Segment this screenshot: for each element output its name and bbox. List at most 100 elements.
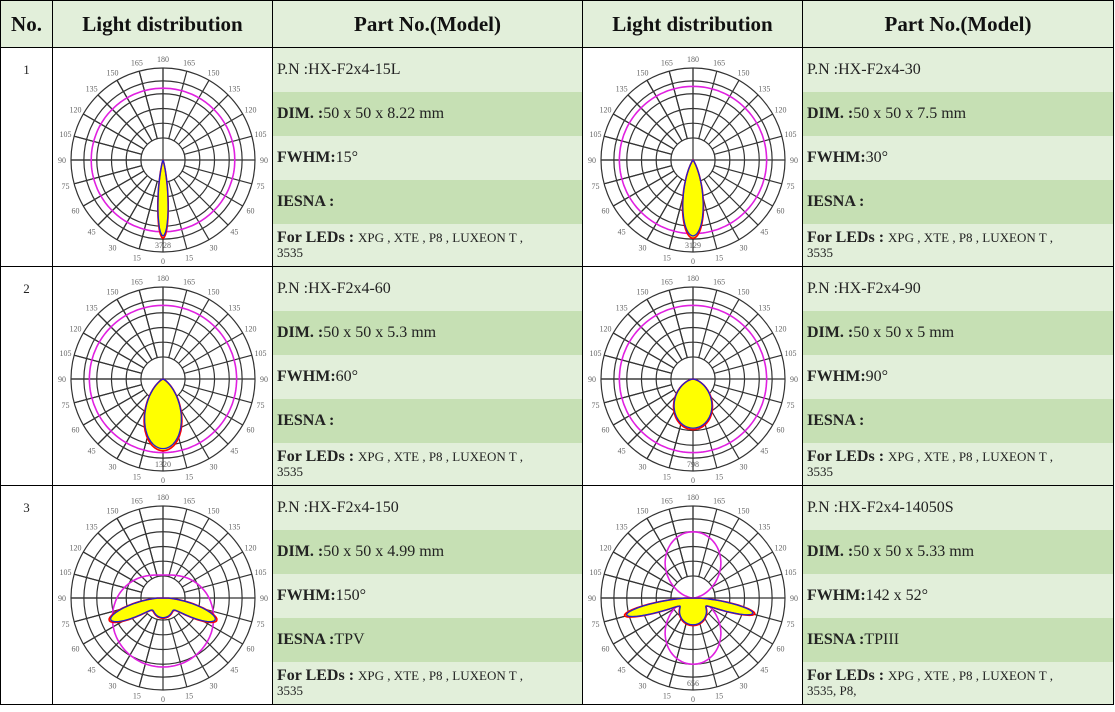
grid-spoke (83, 332, 145, 369)
angle-label: 45 (88, 227, 96, 236)
fwhm-value: 142 x 52° (865, 587, 929, 604)
for-leds: For LEDs : XPG , XTE , P8 , LUXEON T , 35… (803, 224, 1113, 266)
angle-label: 150 (107, 507, 119, 516)
angle-label: 105 (255, 130, 267, 139)
angle-label: 180 (157, 274, 169, 283)
grid-spoke (184, 135, 253, 155)
grid-spoke (708, 613, 759, 664)
leds-value: XPG , XTE , P8 , LUXEON T , (358, 668, 523, 683)
intensity-lobe-red (108, 597, 218, 624)
grid-spoke (97, 94, 148, 145)
angle-label: 135 (758, 304, 770, 313)
grid-spoke (168, 70, 188, 139)
angle-label: 90 (260, 375, 268, 384)
angle-label: 30 (740, 243, 748, 252)
grid-spoke (73, 165, 142, 185)
fwhm-value: 90° (865, 368, 889, 385)
grid-spoke (714, 165, 783, 185)
grid-spoke (698, 508, 718, 577)
angle-label: 105 (255, 349, 267, 358)
polar-diagram: 0 15 15 30 30 45 45 60 60 75 75 90 90 105 105 120 120 135… (588, 55, 798, 266)
angle-label: 150 (637, 69, 649, 78)
grid-spoke (708, 175, 759, 226)
iesna-label: IESNA : (807, 193, 865, 210)
grid-spoke (603, 354, 672, 374)
peak-value-label: 798 (687, 460, 699, 469)
angle-label: 120 (244, 325, 256, 334)
angle-label: 180 (687, 55, 699, 64)
grid-spoke (613, 551, 675, 588)
for-leds: For LEDs : XPG , XTE , P8 , LUXEON T , 35… (273, 224, 582, 266)
grid-spoke (613, 170, 675, 207)
fwhm-label: FWHM: (277, 587, 336, 604)
angle-label: 45 (618, 227, 626, 236)
dimensions: DIM. : 50 x 50 x 7.5 mm (803, 92, 1113, 136)
pn-value: HX-F2x4-15L (308, 61, 401, 78)
angle-label: 75 (61, 182, 69, 191)
grid-spoke (97, 532, 148, 583)
grid-spoke (668, 289, 688, 358)
angle-label: 150 (208, 288, 220, 297)
angle-label: 60 (72, 645, 80, 654)
grid-spoke (168, 508, 188, 577)
iesna: IESNA : (803, 180, 1113, 224)
angle-label: 60 (602, 645, 610, 654)
table-row: 1 0 15 15 30 30 45 45 60 60 75 75 90 90 105 105 120 120 13… (0, 47, 1114, 267)
angle-label: 75 (257, 182, 265, 191)
angle-label: 120 (774, 544, 786, 553)
angle-label: 15 (185, 254, 193, 263)
grid-spoke (668, 619, 688, 688)
header-no: No. (0, 0, 53, 48)
angle-label: 45 (230, 665, 238, 674)
light-distribution-chart: 0 15 15 30 30 45 45 60 60 75 75 90 90 105 105 120 120 135… (52, 485, 273, 705)
angle-label: 165 (661, 496, 673, 505)
dimensions: DIM. : 50 x 50 x 5 mm (803, 311, 1113, 355)
angle-label: 165 (713, 496, 725, 505)
peak-value-label: 1320 (155, 460, 171, 469)
light-distribution-chart: 0 15 15 30 30 45 45 60 60 75 75 90 90 105 105 120 120 135… (52, 47, 273, 267)
grid-spoke (708, 94, 759, 145)
grid-spoke (603, 384, 672, 404)
grid-spoke (711, 389, 773, 426)
fwhm: FWHM: 15° (273, 136, 582, 180)
angle-label: 15 (133, 473, 141, 482)
grid-spoke (627, 313, 678, 364)
grid-spoke (73, 573, 142, 593)
pn-value: HX-F2x4-14050S (838, 499, 954, 516)
angle-label: 60 (72, 207, 80, 216)
angle-label: 135 (86, 523, 98, 532)
grid-spoke (83, 113, 145, 150)
angle-label: 90 (790, 594, 798, 603)
fwhm: FWHM: 142 x 52° (803, 574, 1113, 618)
angle-label: 30 (639, 243, 647, 252)
angle-label: 90 (260, 594, 268, 603)
iesna-value: TPIII (864, 631, 900, 648)
angle-label: 45 (760, 446, 768, 455)
angle-label: 150 (738, 69, 750, 78)
grid-spoke (711, 170, 773, 207)
angle-label: 0 (161, 257, 165, 266)
grid-spoke (668, 508, 688, 577)
angle-label: 60 (602, 207, 610, 216)
iesna: IESNA : (273, 180, 582, 224)
grid-spoke (178, 94, 229, 145)
angle-label: 135 (86, 304, 98, 313)
grid-spoke (73, 354, 142, 374)
magenta-curve (88, 304, 238, 454)
angle-label: 75 (257, 620, 265, 629)
grid-spoke (138, 70, 158, 139)
grid-spoke (613, 608, 675, 645)
angle-label: 30 (109, 243, 117, 252)
peak-value-label: 656 (687, 679, 699, 688)
angle-label: 150 (208, 507, 220, 516)
grid-spoke (646, 80, 683, 142)
angle-label: 15 (663, 692, 671, 701)
angle-label: 90 (790, 375, 798, 384)
angle-label: 30 (109, 462, 117, 471)
grid-spoke (97, 394, 148, 445)
dim-label: DIM. : (807, 543, 854, 560)
angle-label: 105 (589, 349, 601, 358)
angle-label: 135 (616, 85, 628, 94)
angle-label: 165 (131, 277, 143, 286)
intensity-lobe-red (623, 597, 756, 627)
